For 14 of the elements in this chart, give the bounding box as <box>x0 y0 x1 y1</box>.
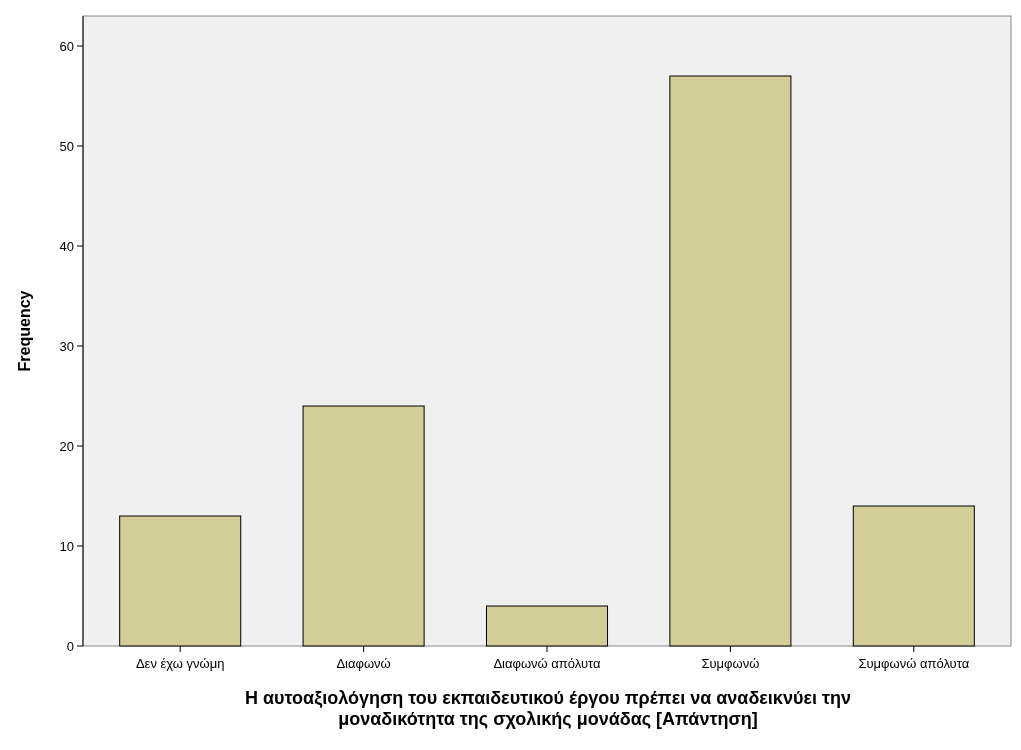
x-tick-label: Διαφωνώ <box>336 656 391 671</box>
y-tick-label: 60 <box>59 38 74 54</box>
y-tick-label: 10 <box>59 538 74 554</box>
y-tick-label: 20 <box>59 438 74 454</box>
y-tick-label: 50 <box>59 138 74 154</box>
x-tick-label: Συμφωνώ <box>701 656 760 671</box>
y-tick-label: 30 <box>59 338 74 354</box>
x-tick-label: Διαφωνώ απόλυτα <box>493 656 602 671</box>
y-tick-label: 40 <box>59 238 74 254</box>
y-axis-title: Frequency <box>16 290 33 372</box>
x-axis-title: Η αυτοαξιολόγηση του εκπαιδευτικού έργου πρέπει να αναδεικνύει την μοναδικότητα της σχολικής μονάδας [Απάντηση] <box>245 688 851 729</box>
x-tick-label: Δεν έχω γνώμη <box>135 656 225 671</box>
y-tick-label: 0 <box>66 638 74 654</box>
x-tick-label: Συμφωνώ απόλυτα <box>858 656 970 671</box>
